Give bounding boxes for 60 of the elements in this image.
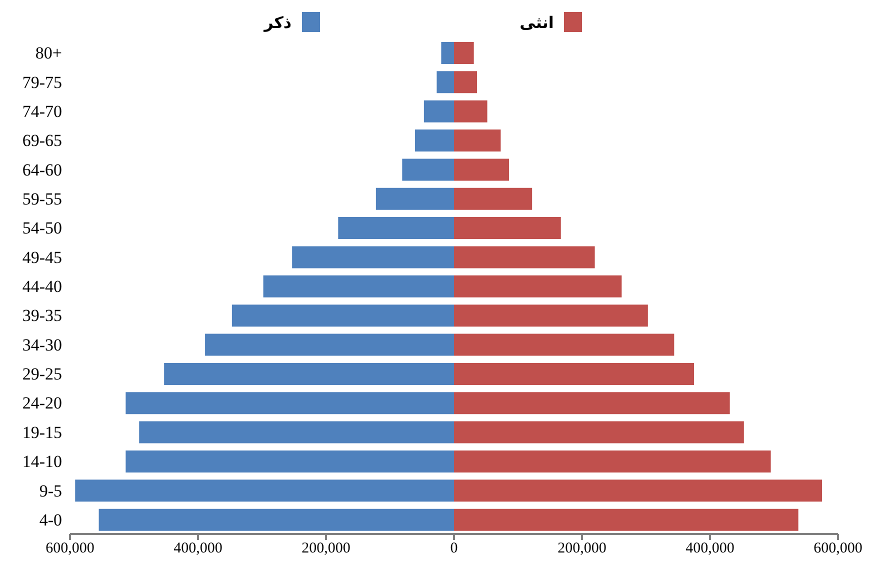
y-tick-label: 9-5 xyxy=(39,481,62,500)
x-tick-label: 600,000 xyxy=(814,540,862,557)
bar xyxy=(454,275,622,298)
bar xyxy=(454,508,798,531)
bar xyxy=(376,188,454,210)
bar xyxy=(454,334,674,356)
bar xyxy=(414,130,454,152)
bar xyxy=(454,100,488,122)
y-tick-label: 34-30 xyxy=(22,335,62,354)
bar xyxy=(263,275,454,298)
y-tick-label: 54-50 xyxy=(22,218,62,238)
y-tick-label: 80+ xyxy=(35,44,62,63)
x-tick-label: 400,000 xyxy=(174,540,222,557)
y-tick-label: 64-60 xyxy=(22,160,62,180)
bar xyxy=(164,362,454,385)
bar xyxy=(454,71,478,94)
y-tick-label: 39-35 xyxy=(22,306,62,326)
bar xyxy=(441,42,454,64)
bar xyxy=(139,421,454,444)
y-tick-label: 14-10 xyxy=(22,452,62,472)
bar xyxy=(126,392,454,414)
bar xyxy=(454,188,532,210)
x-tick-label: 0 xyxy=(450,540,458,557)
bar xyxy=(454,392,730,414)
bar xyxy=(232,304,454,327)
x-tick-label: 400,000 xyxy=(686,540,734,557)
bar xyxy=(454,217,561,240)
bar xyxy=(292,246,454,268)
bar xyxy=(454,304,648,327)
x-tick-label: 200,000 xyxy=(558,540,606,557)
bar xyxy=(75,480,454,502)
bar xyxy=(454,246,595,268)
bar xyxy=(126,450,454,472)
y-tick-label: 49-45 xyxy=(22,248,62,267)
bar xyxy=(338,217,454,240)
y-tick-label: 74-70 xyxy=(22,102,62,121)
x-tick-label: 600,000 xyxy=(46,540,94,557)
x-tick-label: 200,000 xyxy=(302,540,350,557)
y-tick-label: 79-75 xyxy=(22,72,62,92)
y-tick-label: 59-55 xyxy=(22,190,62,209)
bar xyxy=(454,362,694,385)
y-tick-label: 19-15 xyxy=(22,422,62,442)
y-tick-label: 24-20 xyxy=(22,394,62,413)
bar xyxy=(205,334,454,356)
bar xyxy=(454,130,501,152)
y-tick-label: 69-65 xyxy=(22,131,62,150)
y-tick-label: 29-25 xyxy=(22,364,62,384)
legend-label: انثى xyxy=(520,12,554,32)
bar xyxy=(454,42,474,64)
bar xyxy=(454,480,822,502)
bar xyxy=(98,508,454,531)
bar xyxy=(436,71,454,94)
y-tick-label: 44-40 xyxy=(22,277,62,296)
bar xyxy=(454,450,771,472)
bar xyxy=(454,421,744,444)
legend-label: ذكر xyxy=(264,12,292,32)
y-tick-label: 4-0 xyxy=(39,510,62,530)
bar xyxy=(454,158,510,181)
bar xyxy=(424,100,454,122)
bar xyxy=(402,158,454,181)
